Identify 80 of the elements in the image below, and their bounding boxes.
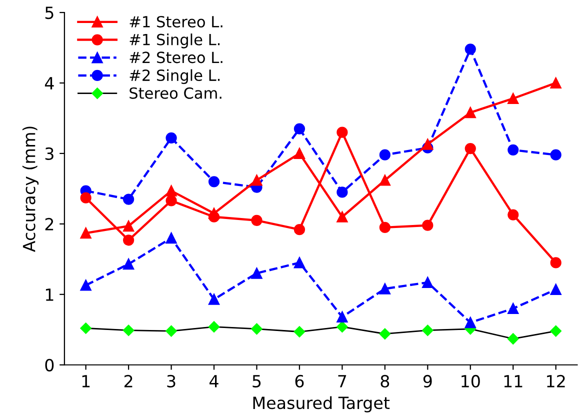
point bbox=[550, 77, 562, 89]
point bbox=[123, 234, 134, 246]
point bbox=[508, 92, 519, 104]
legend-label: #2 Stereo L. bbox=[130, 52, 222, 64]
point bbox=[336, 126, 348, 138]
point bbox=[294, 123, 306, 134]
y-tick-label: 3 bbox=[45, 147, 54, 160]
point bbox=[294, 224, 306, 236]
x-tick-label: 9 bbox=[423, 374, 432, 388]
x-tick-label: 5 bbox=[252, 375, 261, 388]
point bbox=[166, 232, 177, 244]
x-tick-label: 10 bbox=[462, 374, 480, 388]
x-tick-label: 4 bbox=[210, 375, 218, 388]
x-tick-label: 7 bbox=[338, 375, 346, 388]
point bbox=[251, 268, 262, 279]
x-tick-label: 8 bbox=[380, 374, 390, 388]
x-tick-label: 11 bbox=[504, 375, 522, 388]
point bbox=[464, 107, 476, 118]
point bbox=[122, 324, 134, 336]
legend-label: #1 Stereo L. bbox=[130, 16, 222, 28]
point bbox=[379, 328, 391, 340]
point bbox=[80, 192, 92, 204]
point bbox=[379, 222, 390, 234]
x-tick-label: 6 bbox=[295, 374, 304, 388]
y-axis-title: Accuracy (mm) bbox=[22, 126, 39, 252]
x-tick-label: 2 bbox=[124, 374, 132, 388]
point bbox=[379, 174, 390, 186]
point bbox=[336, 321, 348, 332]
point bbox=[251, 323, 262, 335]
point bbox=[80, 322, 92, 334]
point bbox=[550, 149, 562, 160]
point bbox=[166, 325, 177, 337]
point bbox=[123, 194, 134, 205]
y-tick-label: 2 bbox=[45, 218, 54, 230]
point bbox=[80, 280, 92, 291]
legend-label: Stereo Cam. bbox=[130, 87, 222, 99]
point bbox=[422, 138, 434, 150]
point bbox=[208, 294, 220, 305]
point bbox=[294, 148, 306, 160]
x-tick-label: 3 bbox=[167, 374, 176, 388]
x-axis-title: Measured Target bbox=[253, 396, 390, 412]
x-tick-label: 12 bbox=[547, 374, 565, 388]
point bbox=[422, 276, 434, 288]
legend-label: #2 Single L. bbox=[130, 69, 220, 84]
y-tick-label: 4 bbox=[44, 77, 54, 90]
point bbox=[336, 311, 348, 323]
point bbox=[508, 209, 519, 220]
point bbox=[336, 186, 348, 198]
point bbox=[550, 325, 562, 337]
point bbox=[166, 195, 177, 206]
point bbox=[208, 176, 220, 188]
y-tick-label: 5 bbox=[45, 6, 54, 20]
point bbox=[508, 144, 519, 156]
x-tick-label: 1 bbox=[82, 375, 90, 388]
point bbox=[336, 211, 348, 222]
point bbox=[123, 258, 134, 270]
point bbox=[464, 317, 476, 328]
point bbox=[379, 283, 390, 294]
point bbox=[166, 132, 177, 144]
point bbox=[294, 326, 306, 338]
point bbox=[550, 284, 562, 296]
point bbox=[550, 257, 562, 268]
point bbox=[208, 321, 220, 332]
point bbox=[422, 220, 434, 231]
point bbox=[123, 220, 134, 232]
point bbox=[379, 149, 390, 160]
point bbox=[208, 208, 220, 219]
point bbox=[508, 302, 519, 314]
point bbox=[80, 228, 92, 239]
point bbox=[464, 44, 476, 55]
y-tick-label: 1 bbox=[46, 288, 54, 301]
point bbox=[251, 174, 262, 186]
point bbox=[422, 324, 434, 336]
legend-label: #1 Single L. bbox=[130, 34, 220, 48]
point bbox=[508, 333, 519, 344]
point bbox=[166, 185, 177, 196]
point bbox=[294, 257, 306, 268]
y-tick-label: 0 bbox=[45, 358, 54, 372]
point bbox=[464, 142, 476, 154]
point bbox=[251, 214, 262, 226]
